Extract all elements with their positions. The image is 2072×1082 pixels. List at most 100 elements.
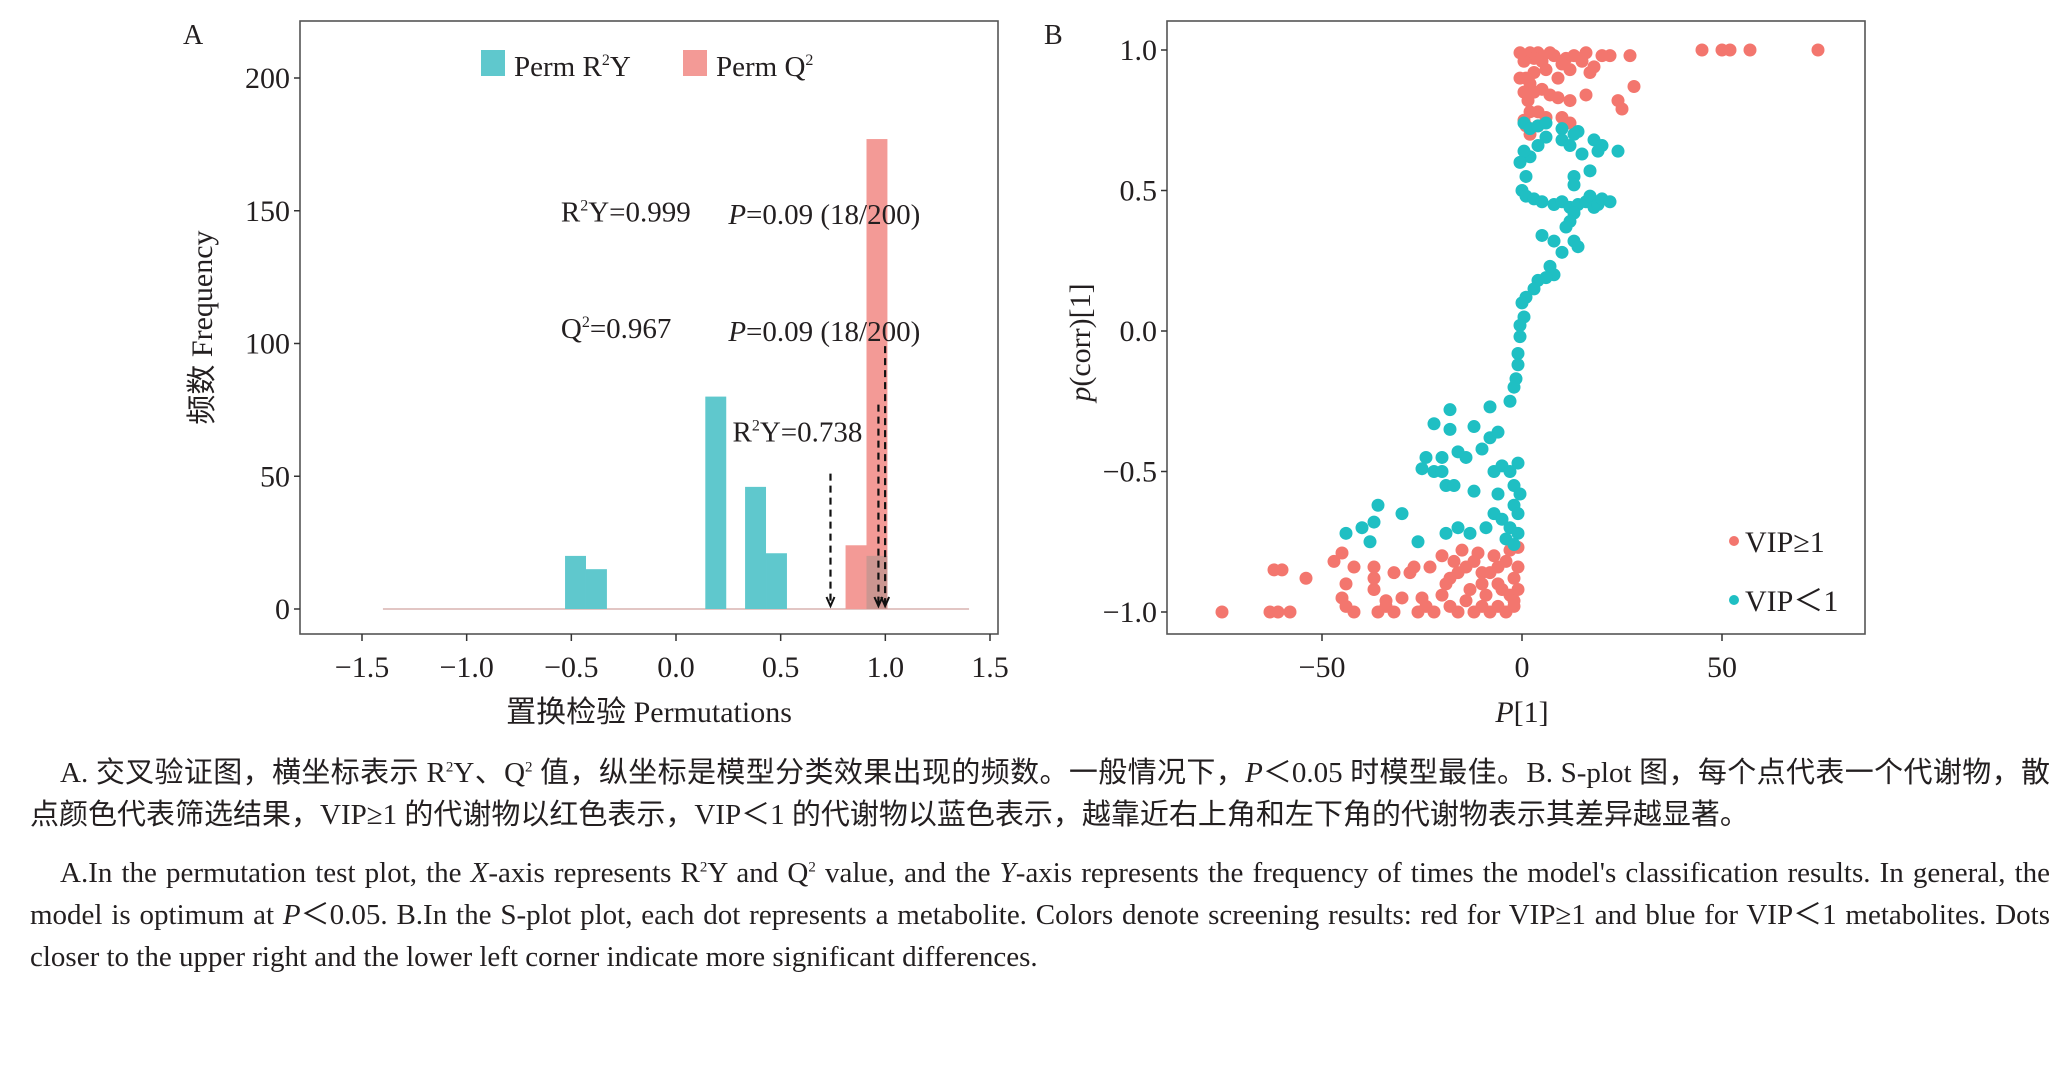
point-vip-high [1811, 43, 1825, 57]
arrow-head-icon [880, 596, 891, 609]
point-vip-low [1483, 400, 1497, 414]
plot-frame [1166, 20, 1866, 635]
point-vip-high [1299, 571, 1313, 585]
point-vip-low [1491, 425, 1505, 439]
permutation-histogram: 0 50 100 150 200 −1.5 −1.0 −0.5 0.0 0.5 1.0 1.5 置换检验… [186, 20, 1009, 729]
point-vip-high [1551, 91, 1565, 105]
y-tick-label: 150 [245, 195, 290, 228]
point-vip-high [1623, 49, 1637, 63]
x-tick-label: −1.0 [439, 651, 493, 684]
bar-perm-r2y [866, 555, 888, 609]
y-tick-label: 0.5 [1120, 175, 1158, 208]
point-vip-low [1571, 240, 1585, 254]
legend-label: VIP≥1 [1745, 526, 1825, 559]
point-vip-low [1547, 234, 1561, 248]
point-vip-high [1627, 80, 1641, 94]
point-vip-low [1507, 380, 1521, 394]
point-vip-low [1555, 122, 1569, 136]
point-vip-high [1513, 71, 1527, 85]
arrow-head-icon [873, 596, 884, 609]
point-vip-low [1355, 521, 1369, 535]
s-plot-scatter: −1.0 −0.5 0.0 0.5 1.0 −50 0 50 P[1] p(corr)[1] VIP… [1064, 20, 1866, 729]
point-vip-low [1371, 498, 1385, 512]
legend: Perm R2Y Perm Q2 [481, 50, 813, 83]
legend-swatch [683, 50, 707, 76]
point-vip-low [1583, 189, 1597, 203]
point-vip-high [1511, 583, 1525, 597]
plot-frame [299, 20, 999, 635]
point-vip-low [1339, 526, 1353, 540]
point-vip-low [1555, 245, 1569, 259]
bar-perm-r2y [766, 553, 787, 609]
bar-perm-q2 [866, 139, 888, 609]
point-vip-low [1515, 296, 1529, 310]
point-vip-high [1475, 566, 1489, 580]
point-vip-high [1367, 583, 1381, 597]
bar-perm-r2y [705, 396, 727, 609]
point-vip-low [1575, 147, 1589, 161]
point-vip-high [1387, 605, 1401, 619]
point-vip-high [1487, 549, 1501, 563]
point-vip-high [1695, 43, 1709, 57]
point-vip-high [1335, 546, 1349, 560]
point-vip-low [1419, 450, 1433, 464]
legend-label: Perm Q2 [716, 51, 813, 83]
point-vip-high [1367, 560, 1381, 574]
point-vip-low [1411, 535, 1425, 549]
point-vip-high [1507, 571, 1521, 585]
point-vip-low [1443, 422, 1457, 436]
bar-perm-r2y [565, 555, 586, 609]
point-vip-high [1447, 554, 1461, 568]
point-vip-high [1423, 560, 1437, 574]
y-tick-label: −1.0 [1103, 596, 1157, 629]
point-vip-high [1743, 43, 1757, 57]
point-vip-low [1503, 394, 1517, 408]
y-tick-label: 0 [275, 593, 290, 626]
point-vip-high [1379, 594, 1393, 608]
point-vip-low [1491, 487, 1505, 501]
bar-perm-r2y [585, 569, 607, 609]
bar-perm-q2 [845, 545, 867, 609]
x-tick-label: 0.0 [657, 651, 695, 684]
y-axis-label: 频数 Frequency [186, 230, 219, 424]
point-vip-high [1283, 605, 1297, 619]
point-vip-low [1475, 442, 1489, 456]
point-vip-low [1591, 144, 1605, 158]
point-vip-low [1507, 538, 1521, 552]
point-vip-high [1327, 554, 1341, 568]
legend-dot [1729, 595, 1739, 605]
x-tick-label: −0.5 [544, 651, 598, 684]
point-vip-low [1443, 403, 1457, 417]
point-vip-high [1367, 571, 1381, 585]
y-tick-label: 0.0 [1120, 315, 1158, 348]
point-vip-low [1513, 330, 1527, 344]
x-axis-label: P[1] [1494, 696, 1548, 729]
point-vip-low [1495, 512, 1509, 526]
legend-swatch [481, 50, 505, 76]
x-tick-label: 1.0 [867, 651, 905, 684]
point-vip-high [1459, 594, 1473, 608]
point-vip-low [1535, 228, 1549, 242]
caption-chinese: A. 交叉验证图，横坐标表示 R2Y、Q2 值，纵坐标是模型分类效果出现的频数。… [30, 757, 2050, 831]
x-tick-label: 50 [1707, 651, 1737, 684]
x-tick-label: −50 [1299, 651, 1346, 684]
y-tick-label: 200 [245, 62, 290, 95]
point-vip-low [1467, 420, 1481, 434]
figure-caption: A. 交叉验证图，横坐标表示 R2Y、Q2 值，纵坐标是模型分类效果出现的频数。… [30, 752, 2050, 978]
point-vip-high [1471, 546, 1485, 560]
point-vip-high [1339, 577, 1353, 591]
point-vip-low [1435, 450, 1449, 464]
point-vip-low [1583, 164, 1597, 178]
y-axis-label: p(corr)[1] [1064, 283, 1097, 403]
panel-a-label: A [183, 20, 204, 51]
point-vip-low [1513, 155, 1527, 169]
q2-value: Q2=0.967 [561, 313, 672, 345]
point-vip-low [1535, 195, 1549, 209]
point-vip-high [1539, 63, 1553, 77]
x-tick-label: 0 [1515, 651, 1530, 684]
point-vip-low [1467, 484, 1481, 498]
point-vip-high [1475, 577, 1489, 591]
point-vip-high [1407, 560, 1421, 574]
point-vip-low [1363, 535, 1377, 549]
point-vip-low [1435, 465, 1449, 478]
